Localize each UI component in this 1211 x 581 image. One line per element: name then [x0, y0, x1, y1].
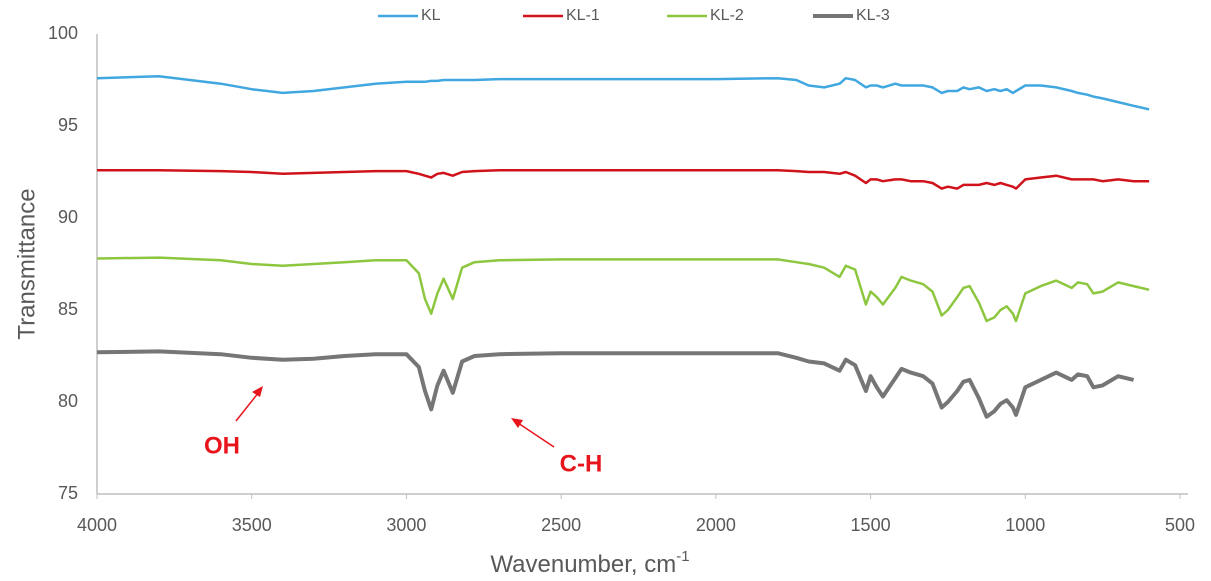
- series-line: [96, 75, 1150, 111]
- ch-arrow: [517, 422, 555, 448]
- x-axis-title: Wavenumber, cm-1: [490, 548, 689, 578]
- x-tick-label: 4000: [77, 515, 117, 535]
- y-tick-label: 90: [58, 207, 78, 227]
- series-line: [96, 256, 1150, 323]
- x-tick-label: 1500: [851, 515, 891, 535]
- x-tick-label: 3500: [232, 515, 272, 535]
- series-line: [97, 168, 1150, 190]
- y-tick-label: 85: [58, 299, 78, 319]
- x-tick-label: 3000: [386, 515, 426, 535]
- y-tick-label: 100: [48, 23, 78, 43]
- legend-label: KL: [421, 7, 441, 24]
- x-tick-label: 1000: [1005, 515, 1045, 535]
- x-tick-label: 500: [1165, 515, 1195, 535]
- y-tick-label: 80: [58, 391, 78, 411]
- legend-label: KL-3: [856, 7, 890, 24]
- y-axis-title: Transmittance: [13, 188, 40, 339]
- x-tick-label: 2500: [541, 515, 581, 535]
- y-tick-label: 75: [58, 483, 78, 503]
- x-tick-label: 2000: [696, 515, 736, 535]
- legend-label: KL-2: [710, 7, 744, 24]
- x-axis-title-main: Wavenumber, cm: [490, 551, 676, 578]
- legend-label: KL-1: [566, 7, 600, 24]
- oh-arrowhead: [252, 386, 263, 397]
- series-line: [96, 349, 1135, 419]
- y-tick-label: 95: [58, 115, 78, 135]
- annotation: OH: [204, 432, 240, 459]
- oh-arrow: [235, 391, 260, 422]
- x-axis-title-superscript: -1: [676, 548, 689, 565]
- ch-arrowhead: [511, 418, 523, 428]
- annotation: C-H: [560, 450, 603, 477]
